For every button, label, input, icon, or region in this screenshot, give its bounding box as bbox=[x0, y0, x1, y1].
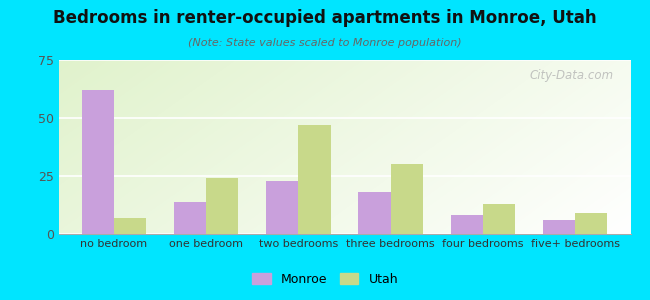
Bar bbox=[543, 220, 575, 234]
Text: (Note: State values scaled to Monroe population): (Note: State values scaled to Monroe pop… bbox=[188, 38, 462, 47]
Legend: Monroe, Utah: Monroe, Utah bbox=[247, 268, 403, 291]
Text: Bedrooms in renter-occupied apartments in Monroe, Utah: Bedrooms in renter-occupied apartments i… bbox=[53, 9, 597, 27]
Bar bbox=[81, 90, 114, 234]
Bar bbox=[450, 215, 483, 234]
Bar bbox=[358, 192, 391, 234]
Bar bbox=[174, 202, 206, 234]
Bar bbox=[391, 164, 423, 234]
Bar bbox=[114, 218, 146, 234]
Text: City-Data.com: City-Data.com bbox=[529, 69, 614, 82]
Bar bbox=[206, 178, 239, 234]
Bar bbox=[266, 181, 298, 234]
Bar bbox=[575, 213, 608, 234]
Bar bbox=[483, 204, 515, 234]
Bar bbox=[298, 125, 331, 234]
